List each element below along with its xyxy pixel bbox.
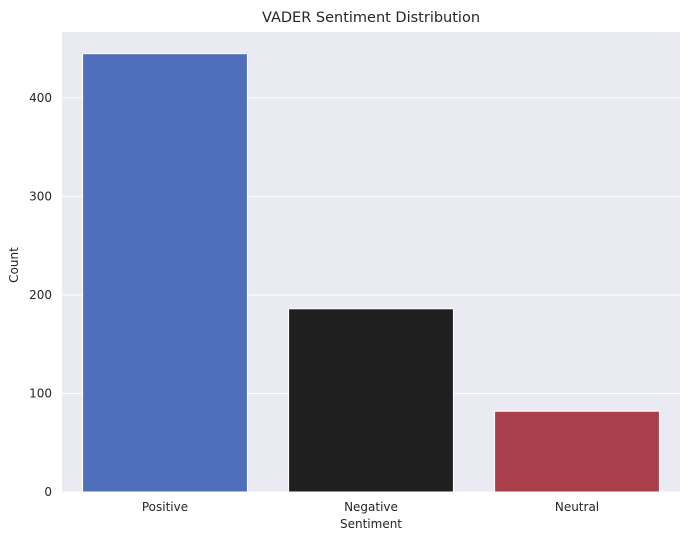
bar-neutral xyxy=(494,410,660,493)
bar-positive xyxy=(82,53,248,493)
y-tick-label: 200 xyxy=(29,288,52,302)
y-tick-label: 300 xyxy=(29,189,52,203)
chart-title: VADER Sentiment Distribution xyxy=(262,10,480,26)
x-tick-label: Negative xyxy=(344,500,398,514)
y-tick-label: 400 xyxy=(29,91,52,105)
y-tick-label: 100 xyxy=(29,386,52,400)
bar-negative xyxy=(288,308,454,493)
x-tick-label: Positive xyxy=(142,500,188,514)
y-tick-label: 0 xyxy=(44,485,52,499)
x-tick-label: Neutral xyxy=(555,500,599,514)
x-axis-ticks: Positive Negative Neutral xyxy=(142,500,599,514)
bars xyxy=(82,53,660,493)
x-axis-label: Sentiment xyxy=(340,517,402,531)
y-axis-ticks: 0 100 200 300 400 xyxy=(29,91,52,499)
y-axis-label: Count xyxy=(7,247,21,283)
